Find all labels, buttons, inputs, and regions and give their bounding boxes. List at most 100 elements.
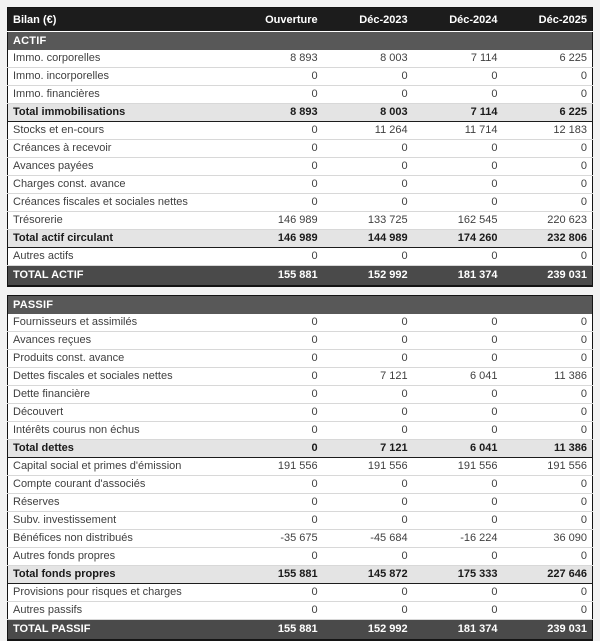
- row-label: Provisions pour risques et charges: [7, 583, 233, 602]
- subtotal-row: Total immobilisations 8 893 8 003 7 114 6 22…: [7, 103, 593, 122]
- row-label: Intérêts courus non échus: [7, 421, 233, 440]
- table-row: Avances payées 0 0 0 0: [7, 157, 593, 176]
- cell-value: 0: [412, 193, 503, 212]
- table-row: Intérêts courus non échus 0 0 0 0: [7, 421, 593, 440]
- row-label: Bénéfices non distribués: [7, 529, 233, 548]
- cell-value: -16 224: [412, 529, 503, 548]
- cell-value: 0: [232, 421, 323, 440]
- row-label: Avances payées: [7, 157, 233, 176]
- subtotal-row: Total actif circulant 146 989 144 989 174 2…: [7, 229, 593, 248]
- cell-value: 0: [502, 193, 593, 212]
- table-row: Autres actifs 0 0 0 0: [7, 247, 593, 266]
- table-row: Capital social et primes d'émission 191 5…: [7, 457, 593, 476]
- cell-value: 146 989: [232, 229, 323, 248]
- section-header-row: PASSIF: [7, 295, 593, 314]
- cell-value: 0: [502, 493, 593, 512]
- cell-value: 133 725: [322, 211, 413, 230]
- cell-value: 0: [502, 157, 593, 176]
- cell-value: 0: [412, 175, 503, 194]
- row-label: Créances fiscales et sociales nettes: [7, 193, 233, 212]
- cell-value: 191 556: [322, 457, 413, 476]
- cell-value: 7 121: [322, 439, 413, 458]
- cell-value: 6 041: [412, 439, 503, 458]
- table-row: Produits const. avance 0 0 0 0: [7, 349, 593, 368]
- table-row: Provisions pour risques et charges 0 0 0 0: [7, 583, 593, 602]
- row-label: Dette financière: [7, 385, 233, 404]
- cell-value: 0: [502, 475, 593, 494]
- cell-value: 0: [502, 403, 593, 422]
- grand-total-value: 155 881: [232, 265, 323, 286]
- cell-value: 0: [322, 139, 413, 158]
- cell-value: 0: [322, 157, 413, 176]
- grand-total-value: 181 374: [412, 265, 503, 286]
- cell-value: 36 090: [502, 529, 593, 548]
- row-label: Créances à recevoir: [7, 139, 233, 158]
- row-label: Autres fonds propres: [7, 547, 233, 566]
- cell-value: 0: [412, 349, 503, 368]
- cell-value: 7 114: [412, 50, 503, 68]
- cell-value: 0: [232, 67, 323, 86]
- cell-value: 8 893: [232, 50, 323, 68]
- cell-value: 0: [502, 385, 593, 404]
- cell-value: 0: [502, 583, 593, 602]
- grand-total-value: 239 031: [502, 265, 593, 286]
- cell-value: 0: [322, 493, 413, 512]
- cell-value: 0: [322, 403, 413, 422]
- table-row: Immo. financières 0 0 0 0: [7, 85, 593, 104]
- cell-value: 0: [502, 349, 593, 368]
- cell-value: 191 556: [502, 457, 593, 476]
- table-title: Bilan (€): [7, 7, 233, 32]
- cell-value: 145 872: [322, 565, 413, 584]
- cell-value: 8 003: [322, 103, 413, 122]
- row-label: Découvert: [7, 403, 233, 422]
- section-title: PASSIF: [7, 295, 593, 314]
- cell-value: 0: [232, 349, 323, 368]
- cell-value: 0: [322, 349, 413, 368]
- cell-value: 0: [502, 175, 593, 194]
- table-header-row: Bilan (€) Ouverture Déc-2023 Déc-2024 Dé…: [7, 7, 593, 32]
- cell-value: 0: [412, 247, 503, 266]
- cell-value: 12 183: [502, 121, 593, 140]
- cell-value: 0: [502, 314, 593, 332]
- cell-value: 0: [412, 511, 503, 530]
- table-row: Réserves 0 0 0 0: [7, 493, 593, 512]
- cell-value: 0: [232, 331, 323, 350]
- cell-value: 0: [232, 247, 323, 266]
- cell-value: 11 386: [502, 439, 593, 458]
- cell-value: 174 260: [412, 229, 503, 248]
- row-label: Total fonds propres: [7, 565, 233, 584]
- row-label: Stocks et en-cours: [7, 121, 233, 140]
- cell-value: -35 675: [232, 529, 323, 548]
- table-row: Immo. incorporelles 0 0 0 0: [7, 67, 593, 86]
- cell-value: 0: [412, 493, 503, 512]
- cell-value: 0: [232, 314, 323, 332]
- table-row: Subv. investissement 0 0 0 0: [7, 511, 593, 530]
- row-label: Autres actifs: [7, 247, 233, 266]
- cell-value: 175 333: [412, 565, 503, 584]
- cell-value: 0: [322, 511, 413, 530]
- cell-value: 0: [232, 547, 323, 566]
- grand-total-label: TOTAL ACTIF: [7, 265, 233, 286]
- cell-value: 0: [232, 121, 323, 140]
- column-header-dec-2024: Déc-2024: [412, 7, 503, 32]
- row-label: Avances reçues: [7, 331, 233, 350]
- cell-value: 0: [412, 157, 503, 176]
- cell-value: 0: [412, 403, 503, 422]
- cell-value: 0: [412, 314, 503, 332]
- table-row: Découvert 0 0 0 0: [7, 403, 593, 422]
- cell-value: 0: [232, 403, 323, 422]
- subtotal-row: Total fonds propres 155 881 145 872 175 333…: [7, 565, 593, 584]
- cell-value: 0: [322, 547, 413, 566]
- cell-value: 0: [232, 139, 323, 158]
- cell-value: 11 264: [322, 121, 413, 140]
- table-row: Avances reçues 0 0 0 0: [7, 331, 593, 350]
- row-label: Charges const. avance: [7, 175, 233, 194]
- cell-value: 220 623: [502, 211, 593, 230]
- cell-value: 0: [232, 583, 323, 602]
- cell-value: 7 121: [322, 367, 413, 386]
- row-label: Immo. incorporelles: [7, 67, 233, 86]
- cell-value: 0: [322, 175, 413, 194]
- row-label: Capital social et primes d'émission: [7, 457, 233, 476]
- cell-value: 0: [502, 85, 593, 104]
- row-label: Autres passifs: [7, 601, 233, 620]
